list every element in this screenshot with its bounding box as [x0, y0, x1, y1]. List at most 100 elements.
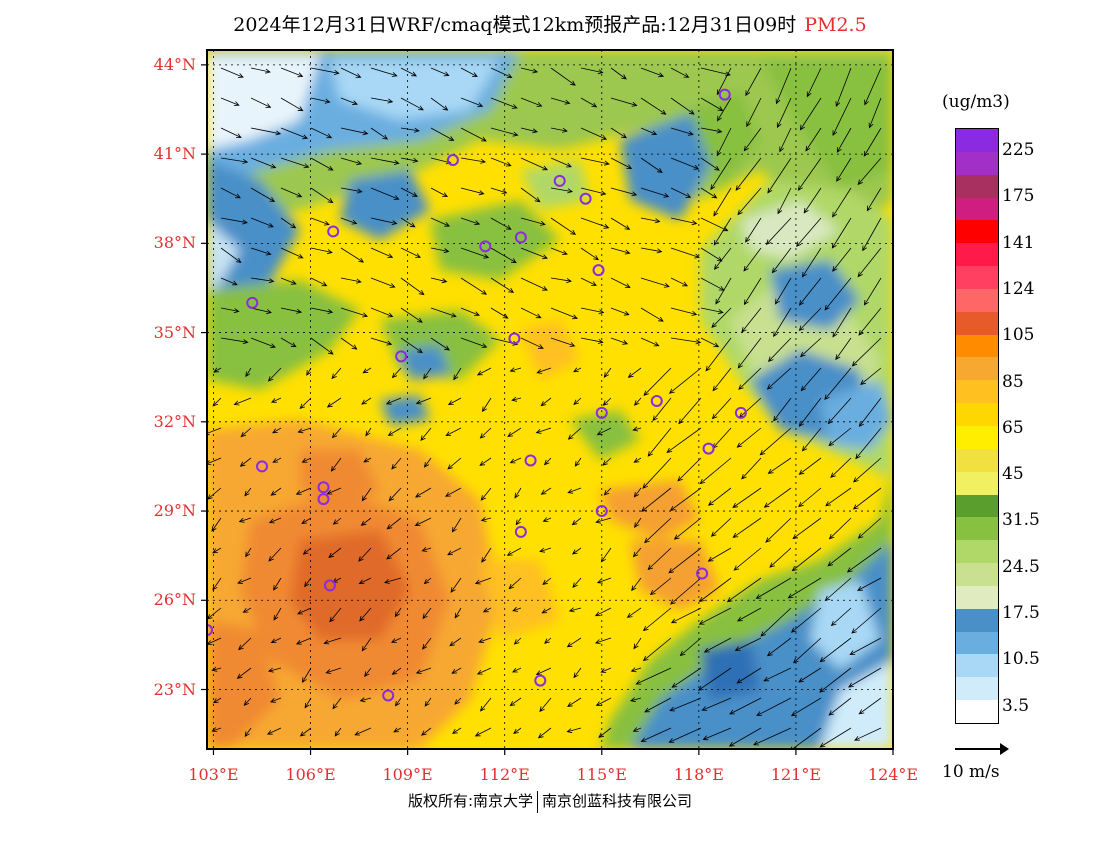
wind-arrow	[370, 277, 396, 288]
wind-arrow	[652, 397, 672, 422]
wind-arrow	[737, 337, 762, 369]
wind-arrow	[453, 367, 462, 381]
wind-arrow	[743, 247, 762, 272]
wind-arrow	[391, 667, 402, 675]
city-marker	[256, 460, 269, 473]
wind-arrow	[700, 97, 724, 111]
wind-arrow	[669, 487, 702, 511]
wind-arrow	[634, 517, 642, 528]
wind-reference-arrow	[955, 743, 1009, 755]
wind-arrow	[393, 727, 402, 733]
wind-arrow	[668, 547, 702, 574]
wind-arrow	[474, 727, 492, 737]
city-marker	[246, 296, 259, 309]
legend-swatch	[956, 700, 998, 724]
wind-arrow	[386, 547, 402, 560]
wind-arrow	[520, 277, 548, 291]
wind-arrow	[769, 547, 792, 568]
wind-arrow	[857, 577, 882, 591]
wind-arrow	[213, 367, 222, 373]
wind-arrow	[540, 397, 552, 407]
wind-arrow	[803, 187, 822, 214]
wind-arrow	[640, 247, 663, 254]
wind-arrow	[430, 337, 450, 351]
wind-arrow	[444, 487, 462, 497]
wind-arrow	[580, 187, 607, 196]
wind-arrow	[640, 277, 670, 288]
wind-arrow	[805, 127, 822, 152]
legend-label: 141	[1002, 232, 1035, 253]
wind-arrow	[310, 97, 331, 104]
city-marker	[696, 567, 709, 580]
wind-arrow	[476, 667, 492, 675]
legend-swatch	[956, 334, 998, 358]
wind-arrow	[481, 547, 492, 563]
wind-arrow	[220, 187, 241, 199]
wind-arrow	[273, 577, 282, 591]
wind-arrow	[668, 367, 702, 394]
wind-arrow	[423, 367, 432, 380]
city-marker	[579, 192, 592, 205]
wind-arrow	[702, 727, 732, 741]
wind-arrow	[520, 307, 542, 319]
wind-arrow	[806, 67, 822, 98]
wind-arrow	[245, 547, 252, 558]
wind-arrow	[766, 367, 792, 390]
wind-arrow	[430, 307, 457, 318]
wind-arrow	[632, 426, 642, 432]
wind-arrow	[474, 577, 492, 585]
wind-arrow	[490, 247, 517, 264]
wind-arrow	[540, 487, 552, 495]
legend-swatch	[956, 220, 998, 244]
wind-arrow	[763, 667, 792, 682]
wind-arrow	[715, 277, 732, 305]
wind-arrow	[385, 397, 402, 405]
wind-arrow	[272, 457, 282, 463]
wind-arrow	[542, 517, 552, 522]
legend-swatch	[956, 311, 998, 336]
city-marker	[327, 225, 340, 238]
wind-arrow	[670, 607, 702, 624]
wind-arrow	[825, 487, 852, 507]
wind-arrow	[297, 607, 312, 615]
legend-swatch	[956, 585, 998, 610]
wind-arrow	[630, 667, 642, 673]
city-marker	[592, 264, 605, 277]
wind-arrow	[759, 427, 792, 456]
legend-swatch	[956, 357, 998, 381]
wind-arrow	[394, 697, 402, 707]
wind-arrow	[270, 697, 282, 703]
city-marker	[317, 493, 330, 506]
legend-label: 10.5	[1002, 649, 1040, 670]
wind-arrow	[550, 337, 576, 347]
credit-right: 南京创蓝科技有限公司	[542, 792, 693, 810]
wind-reference-label: 10 m/s	[942, 762, 1000, 782]
wind-arrow	[610, 337, 629, 345]
wind-arrow	[738, 367, 762, 390]
wind-arrow	[705, 337, 732, 372]
wind-arrow	[445, 427, 462, 437]
wind-arrow	[853, 457, 882, 483]
wind-arrow	[280, 217, 297, 229]
wind-arrow	[384, 577, 402, 584]
wind-arrow	[864, 67, 882, 106]
wind-arrow	[717, 97, 732, 122]
wind-arrow	[670, 157, 700, 170]
wind-arrow	[423, 457, 432, 468]
wind-arrow	[508, 577, 522, 590]
credit-left: 版权所有:南京大学	[407, 792, 534, 810]
wind-arrow	[250, 277, 275, 284]
legend-label: 85	[1002, 371, 1024, 392]
wind-arrow	[490, 217, 512, 230]
wind-arrow	[866, 187, 882, 212]
wind-arrow	[420, 427, 432, 442]
wind-arrow	[792, 517, 822, 540]
wind-arrow	[835, 67, 852, 107]
wind-arrow	[703, 637, 732, 653]
wind-arrow	[642, 637, 672, 662]
wind-arrow	[790, 607, 822, 633]
wind-arrow	[710, 517, 732, 537]
wind-arrow	[239, 457, 252, 467]
wind-arrow	[299, 397, 312, 410]
wind-arrow	[790, 697, 822, 717]
